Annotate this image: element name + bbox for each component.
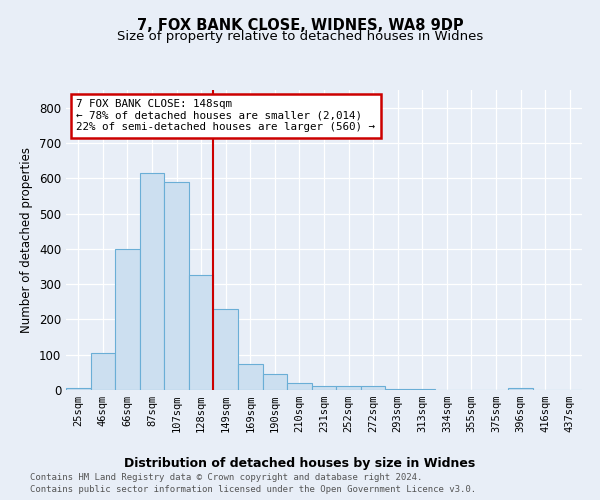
Bar (189, 276, 214, 390)
Text: 7 FOX BANK CLOSE: 148sqm
← 78% of detached houses are smaller (2,014)
22% of sem: 7 FOX BANK CLOSE: 148sqm ← 78% of detach… (76, 99, 376, 132)
Text: Size of property relative to detached houses in Widnes: Size of property relative to detached ho… (117, 30, 483, 43)
Bar (508, 388, 533, 390)
Bar (115, 249, 140, 390)
Bar (312, 386, 336, 390)
Text: Distribution of detached houses by size in Widnes: Distribution of detached houses by size … (124, 458, 476, 470)
Bar (287, 383, 312, 390)
Bar (361, 386, 385, 390)
Bar (91, 353, 115, 390)
Bar (214, 309, 238, 390)
Bar (140, 173, 164, 390)
Text: 7, FOX BANK CLOSE, WIDNES, WA8 9DP: 7, FOX BANK CLOSE, WIDNES, WA8 9DP (137, 18, 463, 32)
Bar (66, 388, 91, 390)
Bar (336, 386, 361, 390)
Text: Contains public sector information licensed under the Open Government Licence v3: Contains public sector information licen… (30, 485, 476, 494)
Bar (385, 389, 410, 390)
Bar (238, 364, 263, 390)
Text: Contains HM Land Registry data © Crown copyright and database right 2024.: Contains HM Land Registry data © Crown c… (30, 472, 422, 482)
Y-axis label: Number of detached properties: Number of detached properties (20, 147, 34, 333)
Bar (164, 182, 189, 390)
Bar (263, 374, 287, 390)
Bar (410, 389, 434, 390)
